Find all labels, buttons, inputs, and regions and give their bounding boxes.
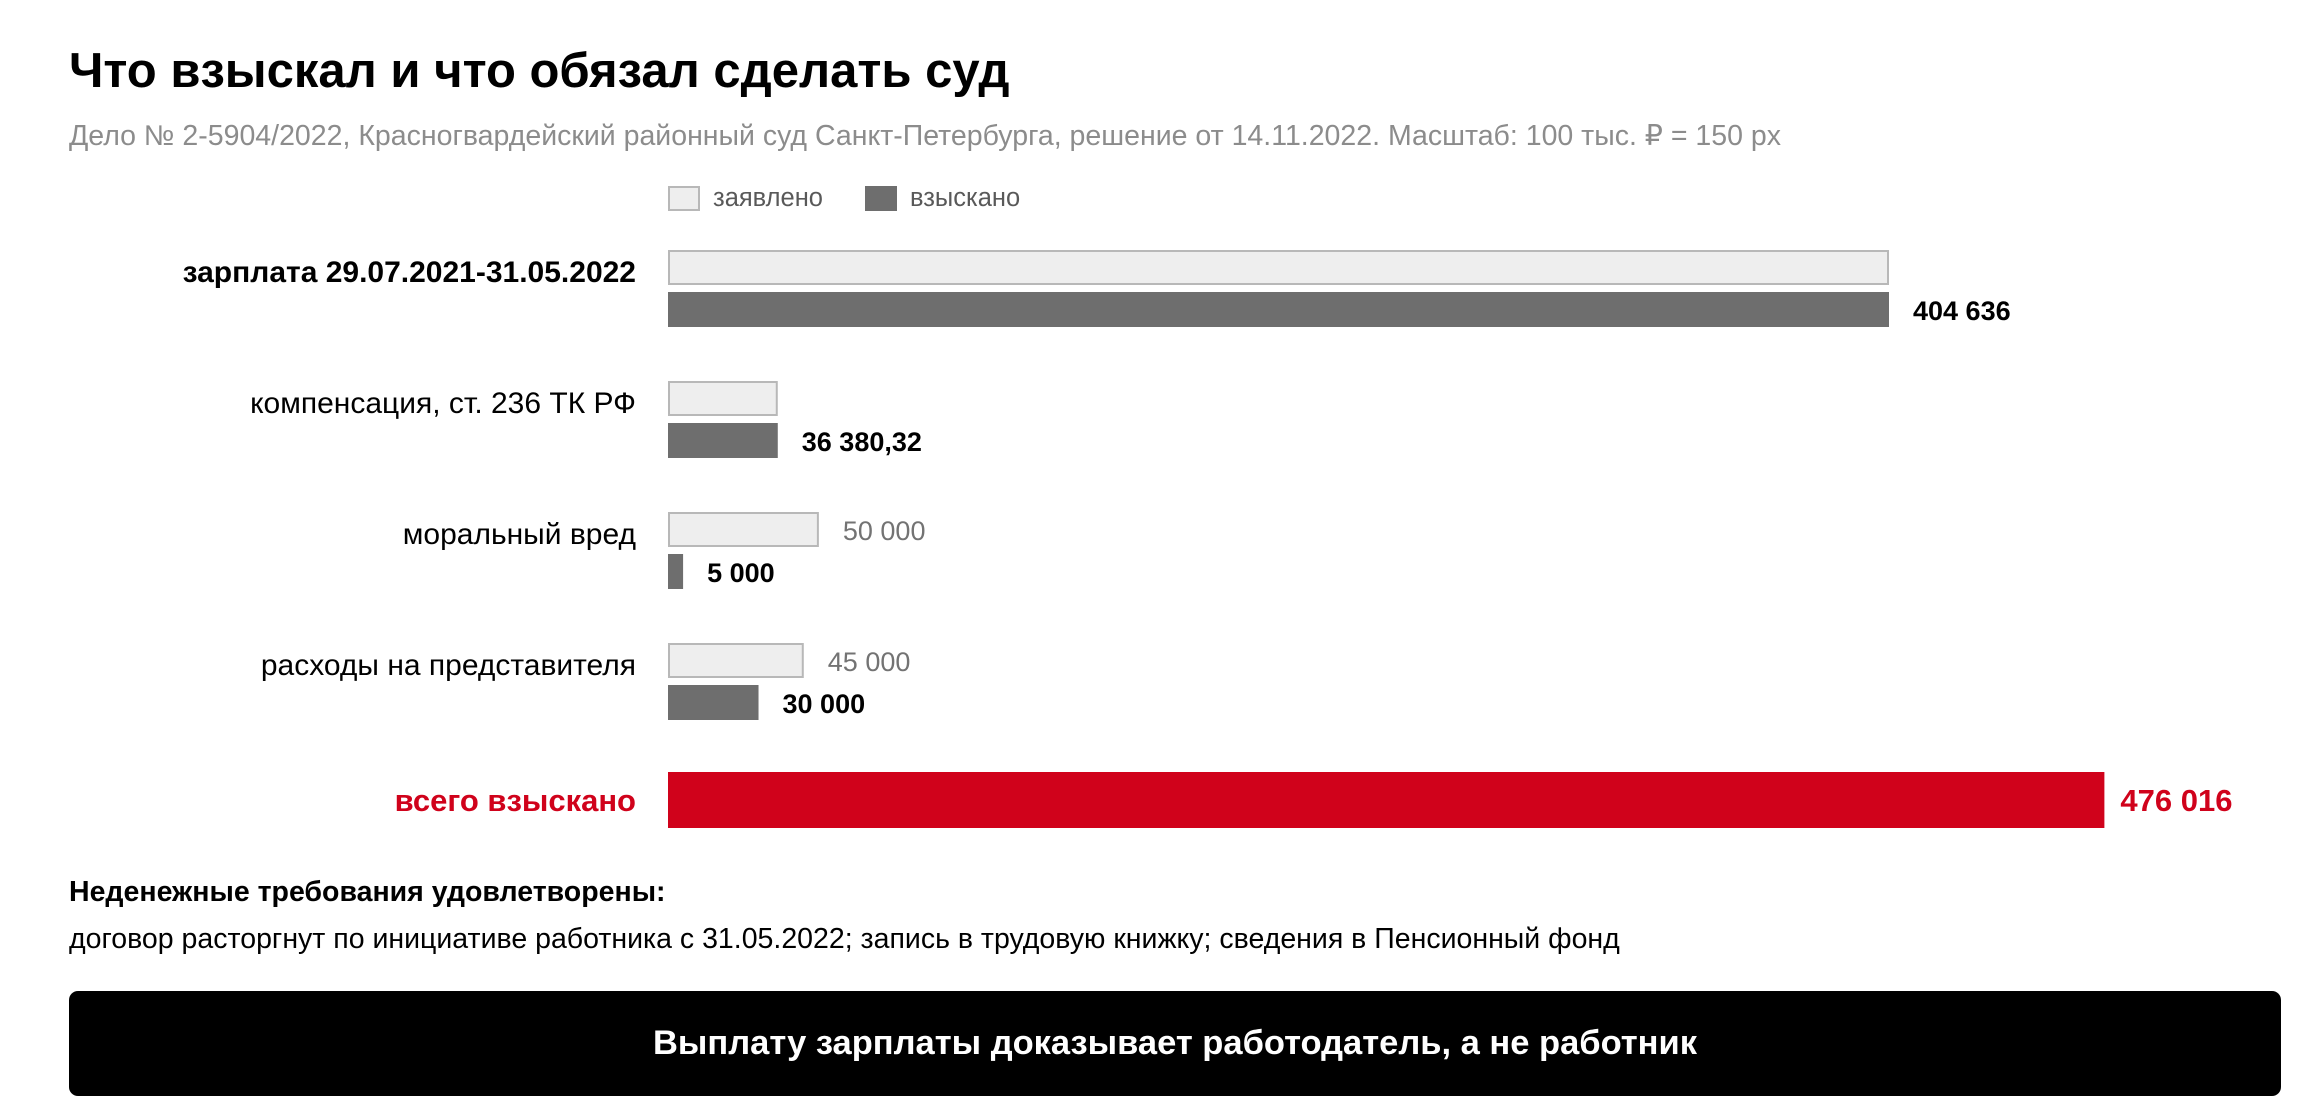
bar-awarded xyxy=(668,292,1889,327)
category-label: расходы на представителя xyxy=(261,649,636,682)
chart-subtitle: Дело № 2-5904/2022, Красногвардейский ра… xyxy=(69,120,1781,152)
category-label: компенсация, ст. 236 ТК РФ xyxy=(250,387,636,420)
total-label: всего взыскано xyxy=(395,783,636,818)
awarded-value-label: 30 000 xyxy=(783,689,866,719)
legend-item-awarded: взыскано xyxy=(864,183,1021,213)
legend-item-claimed: заявлено xyxy=(668,184,823,213)
claimed-value-label: 45 000 xyxy=(828,647,911,677)
claimed-value-label: 50 000 xyxy=(843,516,926,546)
chart-title: Что взыскал и что обязал сделать суд xyxy=(69,44,1010,98)
awarded-value-label: 36 380,32 xyxy=(802,427,922,457)
bar-awarded xyxy=(668,554,684,589)
bar-claimed xyxy=(668,643,804,678)
category-label: зарплата 29.07.2021-31.05.2022 xyxy=(183,256,636,289)
conclusion-banner: Выплату зарплаты доказывает работодатель… xyxy=(69,991,2281,1096)
awarded-value-label: 5 000 xyxy=(707,558,775,588)
legend-swatch-claimed xyxy=(668,185,700,211)
note-text: договор расторгнут по инициативе работни… xyxy=(69,923,1620,955)
awarded-value-label: 404 636 xyxy=(1913,296,2011,326)
legend-label-claimed: заявлено xyxy=(713,183,823,212)
legend-swatch-awarded xyxy=(864,185,897,211)
bar-awarded xyxy=(668,685,759,720)
category-label: моральный вред xyxy=(403,518,636,551)
bar-claimed xyxy=(668,512,819,547)
bar-claimed xyxy=(668,381,778,416)
banner-text: Выплату зарплаты доказывает работодатель… xyxy=(653,1024,1697,1062)
bar-awarded xyxy=(668,423,778,458)
bar-claimed xyxy=(668,250,1889,285)
total-value-label: 476 016 xyxy=(2120,783,2232,818)
bar-chart: зарплата 29.07.2021-31.05.2022 404 636 ком… xyxy=(183,250,2232,828)
bar-total xyxy=(668,772,2105,828)
legend: заявлено взыскано xyxy=(668,182,1062,214)
legend-label-awarded: взыскано xyxy=(909,183,1021,212)
note-heading: Неденежные требования удовлетворены: xyxy=(69,876,666,908)
